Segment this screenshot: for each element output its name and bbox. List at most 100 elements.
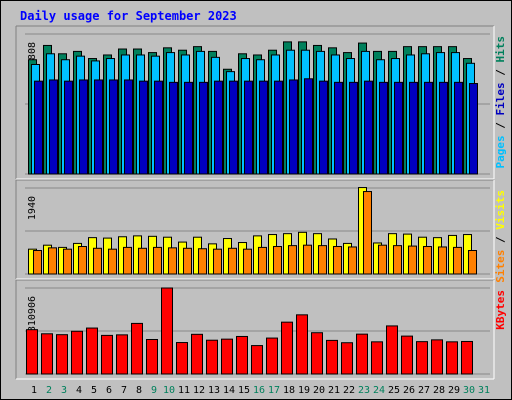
day-label: 28	[433, 385, 445, 396]
bar-kbytes	[131, 322, 143, 375]
day-label: 7	[121, 385, 127, 396]
day-label: 12	[193, 385, 205, 396]
legend-entry: /	[494, 236, 507, 250]
bar-kbytes	[71, 330, 83, 375]
panel-3: 4810906 KBytes	[15, 279, 507, 380]
bar-kbytes	[236, 335, 248, 375]
panel-2: 1940 Sites / Visits	[15, 179, 507, 283]
bar-pages	[169, 81, 178, 175]
bar-pages	[364, 80, 373, 175]
bar-pages	[34, 80, 43, 175]
day-label: 30	[463, 385, 475, 396]
legend-entry: Hits	[494, 36, 507, 69]
bar-pages	[244, 80, 253, 175]
day-label: 29	[448, 385, 460, 396]
bar-kbytes	[296, 314, 308, 375]
bar-pages	[199, 81, 208, 175]
bar-kbytes	[221, 338, 233, 375]
day-label: 20	[313, 385, 325, 396]
bar-pages	[184, 81, 193, 175]
bar-sites	[138, 247, 147, 275]
bar-sites	[198, 248, 207, 275]
bar-pages	[49, 79, 58, 175]
bar-pages	[79, 79, 88, 175]
bar-pages	[394, 81, 403, 175]
bar-kbytes	[416, 341, 428, 375]
bar-pages	[469, 83, 478, 175]
bar-pages	[259, 80, 268, 175]
bar-kbytes	[161, 287, 173, 375]
day-label: 4	[76, 385, 82, 396]
bar-kbytes	[371, 341, 383, 375]
day-label: 11	[178, 385, 190, 396]
bar-sites	[78, 246, 87, 275]
bar-sites	[303, 244, 312, 275]
day-label: 22	[343, 385, 355, 396]
bar-pages	[94, 79, 103, 175]
bar-pages	[154, 80, 163, 175]
panel-2-legend: Sites / Visits	[494, 190, 507, 283]
bar-sites	[243, 248, 252, 275]
bar-kbytes	[326, 339, 338, 375]
bar-pages	[64, 80, 73, 175]
bar-sites	[93, 247, 102, 275]
bar-kbytes	[266, 337, 278, 375]
bar-sites	[153, 246, 162, 275]
bar-sites	[258, 246, 267, 275]
day-label: 27	[418, 385, 430, 396]
bar-pages	[439, 81, 448, 175]
bar-kbytes	[191, 333, 203, 375]
bar-sites	[228, 247, 237, 275]
legend-entry: Pages	[494, 135, 507, 168]
legend-entry: /	[494, 69, 507, 83]
day-label: 21	[328, 385, 340, 396]
day-label: 23	[358, 385, 370, 396]
y-scale-label: 1940	[27, 196, 38, 220]
legend-entry: Visits	[494, 190, 507, 236]
day-label: 13	[208, 385, 220, 396]
bar-sites	[438, 246, 447, 275]
bar-kbytes	[431, 339, 443, 375]
bar-pages	[214, 80, 223, 175]
bar-pages	[379, 81, 388, 175]
bar-kbytes	[176, 342, 188, 375]
bar-pages	[139, 80, 148, 175]
bar-pages	[229, 80, 238, 175]
day-axis-labels: 1 2 3 4 5 6 7 8 9 10 11 12 13 14 15 16 17 18 19 20 21 22 23 24 2…	[31, 385, 490, 396]
bar-kbytes	[311, 332, 323, 375]
day-label: 19	[298, 385, 310, 396]
panel-1-legend: Pages / Files / Hits	[494, 36, 507, 169]
bar-sites	[48, 247, 57, 275]
bar-pages	[109, 79, 118, 175]
day-label: 18	[283, 385, 295, 396]
bar-kbytes	[146, 338, 158, 375]
bar-pages	[409, 81, 418, 175]
day-label: 3	[61, 385, 67, 396]
panel-1: 58808 Pages / Files / Hits	[15, 25, 507, 180]
bar-sites	[63, 248, 72, 275]
bar-pages	[319, 80, 328, 175]
bar-sites	[168, 247, 177, 275]
bar-sites	[363, 191, 372, 275]
bar-sites	[468, 250, 477, 275]
bar-pages	[289, 79, 298, 175]
bar-sites	[378, 244, 387, 275]
bar-sites	[393, 245, 402, 275]
bar-sites	[213, 248, 222, 275]
day-label: 15	[238, 385, 250, 396]
bar-kbytes	[116, 334, 128, 375]
day-label: 14	[223, 385, 235, 396]
day-label: 16	[253, 385, 265, 396]
legend-entry: /	[494, 122, 507, 136]
bar-kbytes	[101, 334, 113, 375]
bar-sites	[288, 245, 297, 275]
bar-kbytes	[41, 333, 53, 375]
bar-pages	[304, 78, 313, 175]
bar-sites	[318, 245, 327, 275]
day-label: 25	[388, 385, 400, 396]
day-label: 17	[268, 385, 280, 396]
bar-sites	[33, 250, 42, 275]
day-label: 5	[91, 385, 97, 396]
bar-pages	[334, 81, 343, 175]
day-label: 31	[478, 385, 490, 396]
